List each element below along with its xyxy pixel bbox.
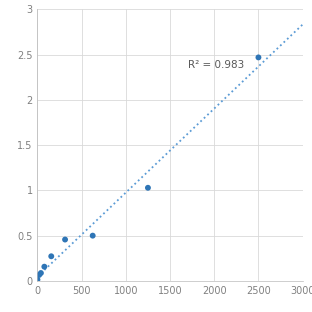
Point: [63, 237, 68, 242]
Text: R² = 0.983: R² = 0.983: [188, 60, 244, 70]
Point: [145, 185, 150, 190]
Point: [256, 55, 261, 60]
Point: [35, 277, 40, 282]
Point: [42, 264, 47, 269]
Point: [37, 272, 42, 277]
Point: [90, 233, 95, 238]
Point: [38, 271, 43, 275]
Point: [49, 254, 54, 259]
